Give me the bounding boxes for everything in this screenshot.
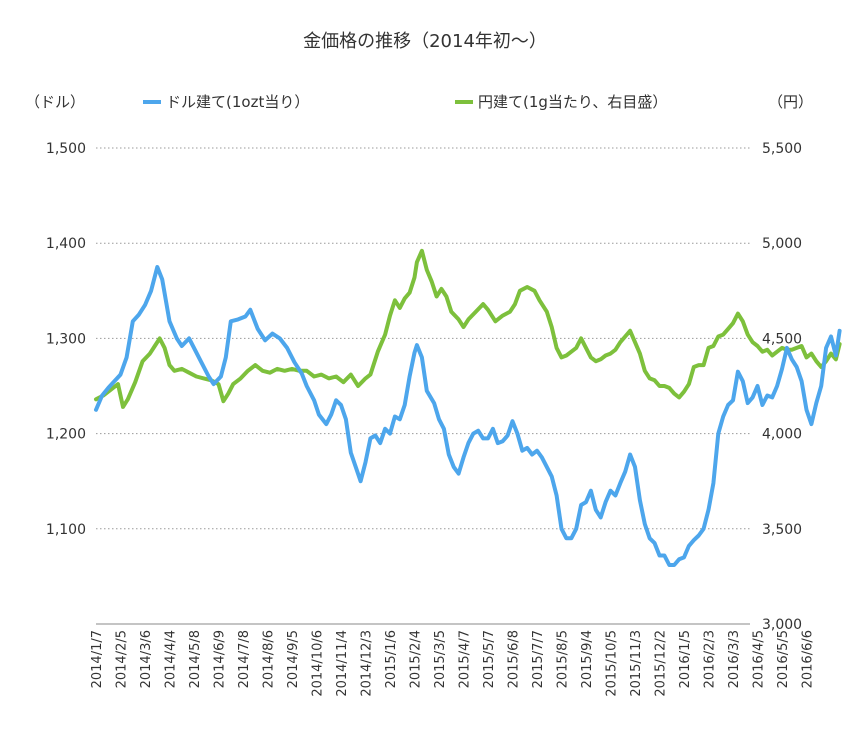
x-tick-label: 2016/2/3 — [703, 630, 718, 688]
x-tick-label: 2014/1/7 — [90, 630, 105, 688]
x-tick-label: 2014/12/3 — [360, 630, 375, 697]
x-tick-label: 2014/8/6 — [262, 630, 277, 688]
x-axis-ticks: 2014/1/7 2014/2/5 2014/3/6 2014/4/4 2014/5/8… — [90, 630, 816, 697]
left-tick-label: 1,200 — [46, 427, 86, 443]
x-tick-label: 2016/1/5 — [678, 630, 693, 688]
x-tick-label: 2014/11/4 — [335, 630, 350, 697]
x-tick-label: 2014/4/4 — [164, 630, 179, 688]
x-tick-label: 2014/10/6 — [311, 630, 326, 697]
left-tick-label: 1,400 — [46, 236, 86, 252]
x-tick-label: 2015/12/2 — [654, 630, 669, 697]
right-tick-label: 3,500 — [762, 522, 802, 538]
right-tick-label: 5,000 — [762, 236, 802, 252]
right-tick-label: 4,500 — [762, 331, 802, 347]
x-tick-label: 2014/3/6 — [139, 630, 154, 688]
x-tick-label: 2015/3/5 — [433, 630, 448, 688]
x-tick-label: 2014/2/5 — [115, 630, 130, 688]
legend-label-usd: ドル建て(1ozt当り） — [166, 93, 309, 111]
x-tick-label: 2015/11/3 — [629, 630, 644, 697]
x-tick-label: 2014/9/5 — [286, 630, 301, 688]
x-tick-label: 2016/4/5 — [752, 630, 767, 688]
x-tick-label: 2015/4/7 — [458, 630, 473, 688]
x-tick-label: 2015/1/6 — [384, 630, 399, 688]
x-tick-label: 2014/6/9 — [213, 630, 228, 688]
chart-title: 金価格の推移（2014年初〜） — [303, 31, 547, 52]
series-line-usd — [94, 265, 842, 567]
gridlines — [96, 147, 750, 530]
right-axis-unit: （円） — [768, 93, 813, 111]
right-tick-label: 5,500 — [762, 141, 802, 157]
x-tick-label: 2014/7/8 — [237, 630, 252, 688]
right-axis-ticks: 3,000 3,500 4,000 4,500 5,000 5,500 — [762, 141, 802, 633]
x-tick-label: 2016/3/3 — [727, 630, 742, 688]
left-axis-ticks: 1,100 1,200 1,300 1,400 1,500 — [46, 141, 86, 538]
x-tick-label: 2015/8/5 — [556, 630, 571, 688]
x-tick-label: 2015/9/4 — [580, 630, 595, 688]
right-tick-label: 3,000 — [762, 617, 802, 633]
left-axis-unit: （ドル） — [25, 93, 85, 111]
x-tick-label: 2015/7/7 — [531, 630, 546, 688]
series-lines — [94, 248, 842, 567]
x-tick-label: 2016/6/6 — [801, 630, 816, 688]
series-line-jpy — [94, 248, 842, 409]
legend: ドル建て(1ozt当り） 円建て(1g当たり、右目盛） — [143, 93, 667, 111]
x-tick-label: 2015/2/4 — [409, 630, 424, 688]
legend-label-jpy: 円建て(1g当たり、右目盛） — [478, 93, 667, 111]
x-tick-label: 2014/5/8 — [188, 630, 203, 688]
left-tick-label: 1,500 — [46, 141, 86, 157]
right-tick-label: 4,000 — [762, 427, 802, 443]
left-tick-label: 1,300 — [46, 331, 86, 347]
x-tick-label: 2016/5/5 — [776, 630, 791, 688]
x-tick-label: 2015/10/5 — [605, 630, 620, 697]
left-tick-label: 1,100 — [46, 522, 86, 538]
x-tick-label: 2015/5/7 — [482, 630, 497, 688]
x-tick-label: 2015/6/8 — [507, 630, 522, 688]
